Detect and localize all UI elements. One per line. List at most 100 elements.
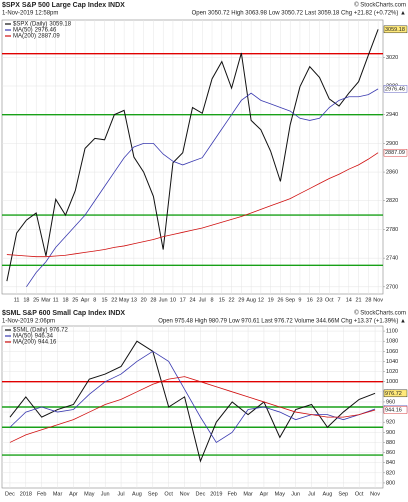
x-tick-label: 10 [170,297,176,303]
legend-name: $SPX (Daily) [13,22,47,28]
legend-value: 944.16 [38,340,57,346]
chart-date: 1-Nov-2019 12:58pm [2,11,58,17]
x-tick-label: Feb [227,491,236,497]
y-tick-label: 2780 [386,227,398,233]
x-tick-label: 2018 [20,491,32,497]
legend-value: 2887.09 [38,34,60,40]
x-tick-label: 25 [33,297,39,303]
value-tag-bg [383,406,408,414]
y-tick-label: 2900 [386,141,398,147]
y-tick-label: 900 [386,430,395,436]
x-tick-label: Oct [164,491,173,497]
x-tick-label: 16 [307,297,313,303]
y-tick-label: 2740 [386,256,398,262]
value-tag-bg [383,148,408,157]
x-tick-label: Oct [355,491,364,497]
value-tag: 3059.18 [385,27,405,33]
x-tick-label: Nov [370,491,380,497]
x-tick-label: May [275,491,286,497]
x-tick-label: Jul [308,491,315,497]
x-tick-label: Sep [338,491,348,497]
y-tick-label: 2700 [386,284,398,290]
x-tick-label: 11 [14,297,20,303]
x-tick-label: Mar [53,491,63,497]
x-tick-label: Mar [243,491,253,497]
chart-title: $SML S&P 600 Small Cap Index INDX [2,310,125,317]
copyright: © StockCharts.com [354,2,406,9]
legend-value: 946.34 [35,334,54,340]
chart-date: 1-Nov-2019 2:06pm [2,319,55,325]
x-tick-label: 28 [150,297,156,303]
x-tick-label: 8 [211,297,214,303]
x-tick-label: 22 [111,297,117,303]
x-tick-label: 18 [23,297,29,303]
x-tick-label: 8 [93,297,96,303]
x-tick-label: Mar [41,297,51,303]
x-tick-label: Sep [148,491,158,497]
y-tick-label: 2820 [386,198,398,204]
value-tag-bg [383,85,408,93]
price-line [26,88,379,288]
y-tick-label: 820 [386,470,395,476]
y-tick-label: 880 [386,440,395,446]
y-tick-label: 1100 [386,329,398,335]
legend-name: MA(200) [13,34,36,40]
y-tick-label: 840 [386,460,395,466]
x-tick-label: 7 [338,297,341,303]
x-tick-label: Jun [101,491,110,497]
y-tick-label: 1080 [386,339,398,345]
legend-name: MA(200) [13,340,36,346]
value-tag: 2887.09 [385,150,405,156]
quote: Open 3050.72 High 3063.98 Low 3050.72 La… [192,11,406,17]
x-tick-label: 15 [219,297,225,303]
y-tick-label: 1000 [386,379,398,385]
x-tick-label: Jul [118,491,125,497]
x-tick-label: Dec [5,491,15,497]
legend-name: $SML (Daily) [13,328,47,334]
price-line [9,376,376,443]
x-tick-label: 11 [53,297,59,303]
y-tick-label: 960 [386,399,395,405]
x-tick-label: Nov [180,491,190,497]
x-tick-label: 17 [180,297,186,303]
x-tick-label: Sep [285,297,295,303]
y-tick-label: 800 [386,480,395,486]
price-line [6,29,379,282]
x-tick-label: 2019 [210,491,222,497]
x-tick-label: Apr [260,491,269,497]
value-tag-bg [383,389,408,398]
x-tick-label: 9 [298,297,301,303]
x-tick-label: Dec [196,491,206,497]
quote: Open 975.48 High 980.79 Low 970.61 Last … [158,319,406,325]
y-tick-label: 3020 [386,55,398,61]
value-tag: 944.16 [385,407,402,413]
chart-title: $SPX S&P 500 Large Cap Index INDX [2,2,125,9]
x-tick-label: Aug [246,297,256,303]
y-tick-label: 1020 [386,369,398,375]
x-tick-label: 15 [102,297,108,303]
legend-value: 976.72 [49,328,68,334]
price-line [9,350,376,443]
x-tick-label: 13 [131,297,137,303]
y-tick-label: 2940 [386,112,398,118]
x-tick-label: 12 [258,297,264,303]
x-tick-label: 20 [141,297,147,303]
price-line [9,340,376,463]
x-tick-label: Aug [323,491,333,497]
value-tag: 976.72 [385,391,402,397]
x-tick-label: Jun [159,297,168,303]
x-tick-label: 24 [189,297,195,303]
y-tick-label: 860 [386,450,395,456]
legend-name: MA(50) [13,28,33,34]
y-tick-label: 1060 [386,349,398,355]
x-tick-label: 14 [346,297,352,303]
x-tick-label: May [84,491,95,497]
y-tick-label: 920 [386,420,395,426]
legend-value: 2976.46 [35,28,57,34]
value-tag: 2976.46 [385,86,405,92]
x-tick-label: 18 [62,297,68,303]
y-tick-label: 1040 [386,359,398,365]
x-tick-label: Oct [325,297,334,303]
value-tag-bg [383,25,408,34]
